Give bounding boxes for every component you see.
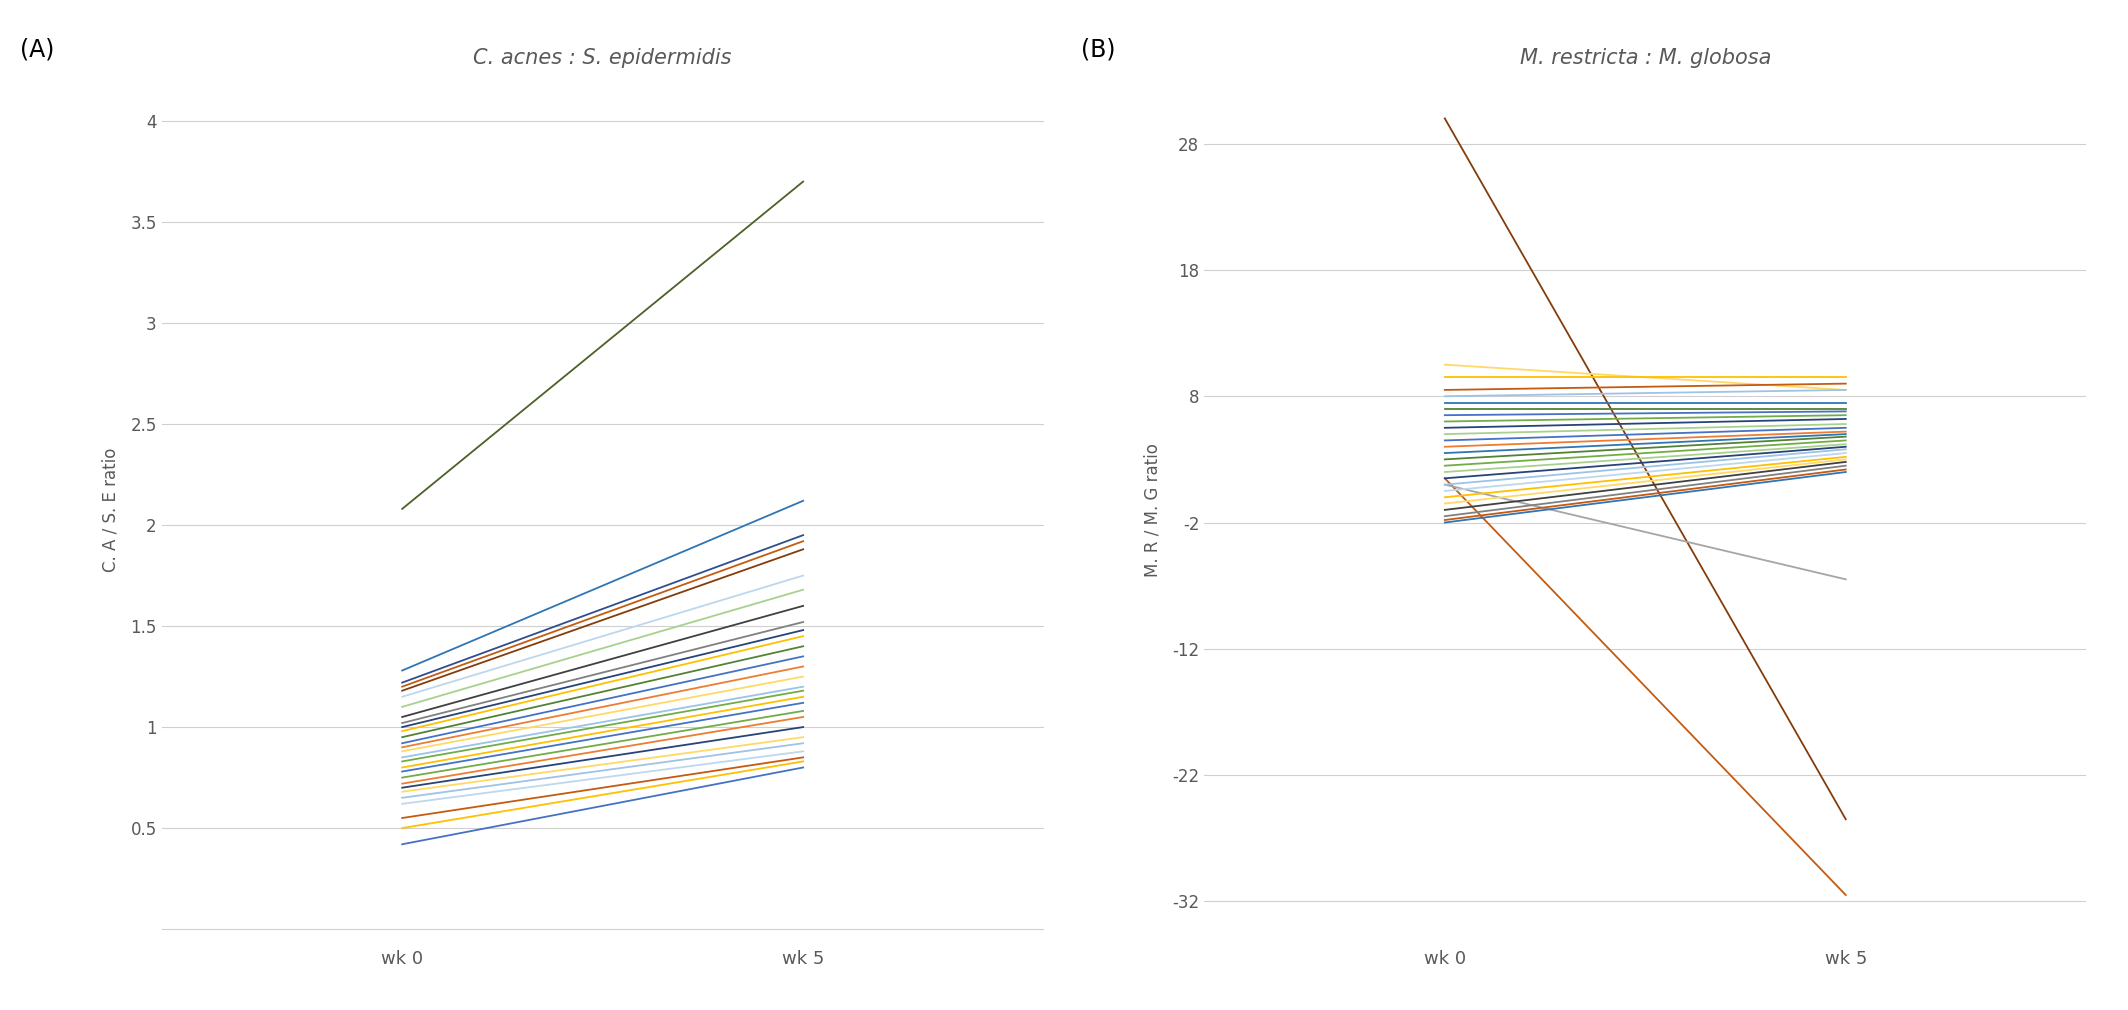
Text: (A): (A) (21, 37, 55, 62)
Y-axis label: C. A / S. E ratio: C. A / S. E ratio (102, 447, 119, 572)
Title: M. restricta : M. globosa: M. restricta : M. globosa (1519, 47, 1770, 68)
Title: C. acnes : S. epidermidis: C. acnes : S. epidermidis (472, 47, 732, 68)
Y-axis label: M. R / M. G ratio: M. R / M. G ratio (1143, 443, 1162, 577)
Text: (B): (B) (1081, 37, 1115, 62)
